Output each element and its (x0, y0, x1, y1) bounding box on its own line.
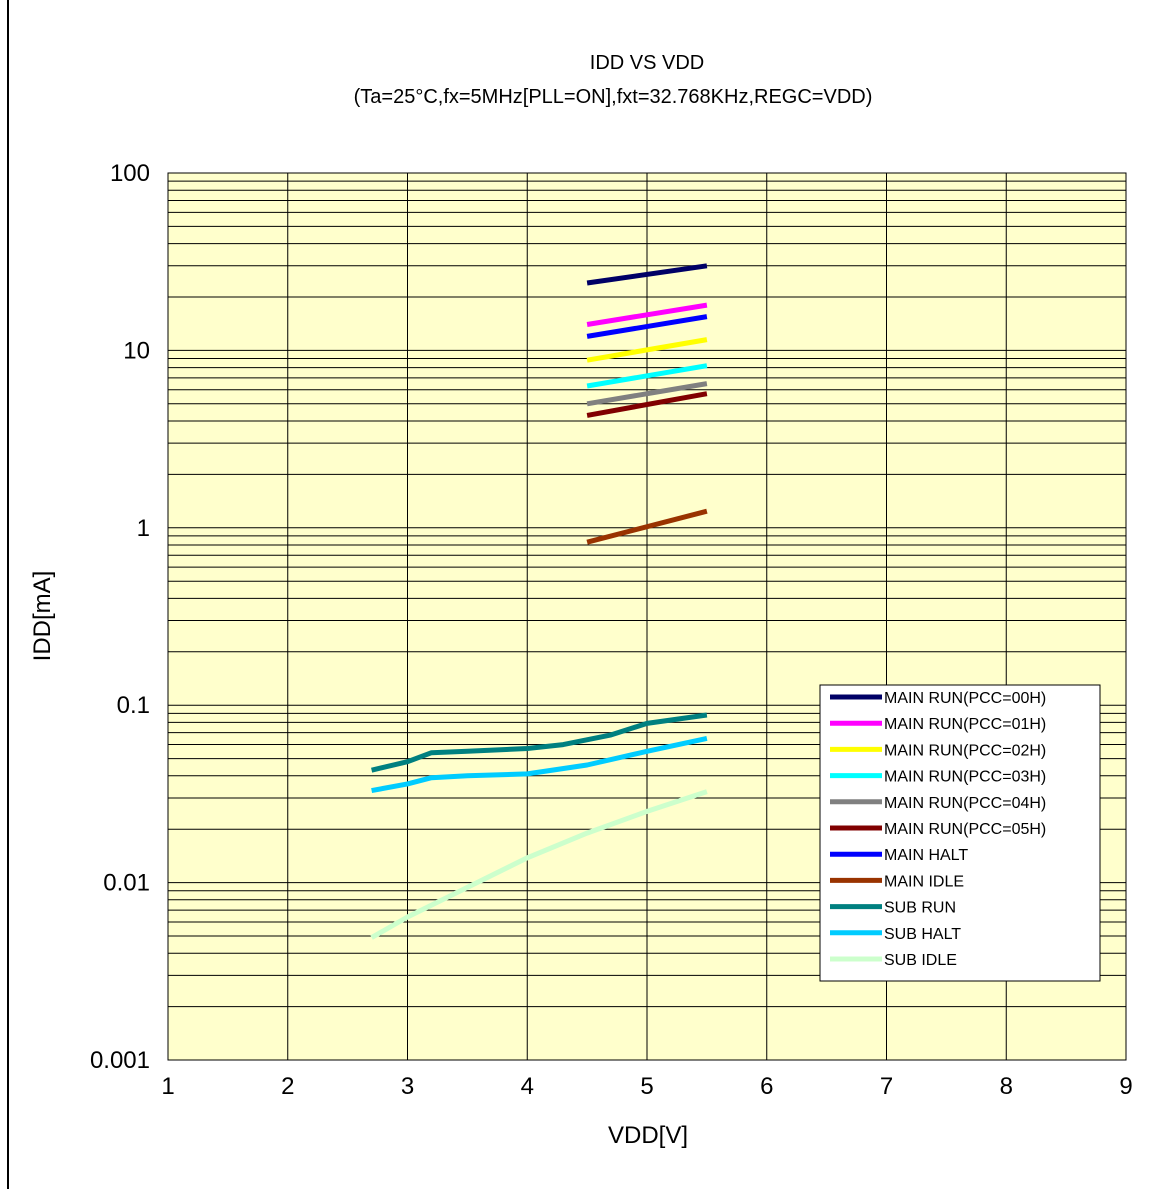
x-tick-label: 6 (760, 1073, 773, 1100)
x-tick-label: 3 (401, 1073, 414, 1100)
y-tick-label: 10 (123, 337, 150, 364)
x-tick-label: 2 (281, 1073, 294, 1100)
x-tick-label: 5 (640, 1073, 653, 1100)
legend-label: MAIN RUN(PCC=02H) (884, 742, 1046, 759)
legend-label: SUB RUN (884, 900, 956, 917)
legend: MAIN RUN(PCC=00H) MAIN RUN(PCC=01H) MAIN R… (820, 685, 1100, 981)
legend-label: MAIN RUN(PCC=04H) (884, 795, 1046, 812)
y-tick-label: 1 (137, 515, 150, 542)
legend-label: SUB HALT (884, 926, 961, 943)
x-axis-label: VDD[V] (608, 1122, 688, 1149)
x-tick-label: 4 (521, 1073, 534, 1100)
chart-subtitle: (Ta=25°C,fx=5MHz[PLL=ON],fxt=32.768KHz,R… (354, 86, 873, 108)
y-tick-label: 0.01 (103, 870, 150, 897)
legend-label: MAIN RUN(PCC=00H) (884, 690, 1046, 707)
y-tick-label: 0.001 (90, 1047, 150, 1074)
chart-title: IDD VS VDD (590, 52, 704, 74)
legend-label: MAIN RUN(PCC=01H) (884, 716, 1046, 733)
x-tick-label: 7 (880, 1073, 893, 1100)
legend-label: MAIN HALT (884, 847, 968, 864)
x-tick-label: 9 (1119, 1073, 1132, 1100)
legend-label: MAIN RUN(PCC=03H) (884, 769, 1046, 786)
legend-label: MAIN RUN(PCC=05H) (884, 821, 1046, 838)
x-tick-label: 1 (161, 1073, 174, 1100)
y-tick-label: 100 (110, 160, 150, 187)
legend-label: MAIN IDLE (884, 873, 964, 890)
x-tick-label: 8 (1000, 1073, 1013, 1100)
y-tick-label: 0.1 (117, 692, 150, 719)
y-axis-label: IDD[mA] (29, 571, 56, 662)
legend-label: SUB IDLE (884, 952, 957, 969)
